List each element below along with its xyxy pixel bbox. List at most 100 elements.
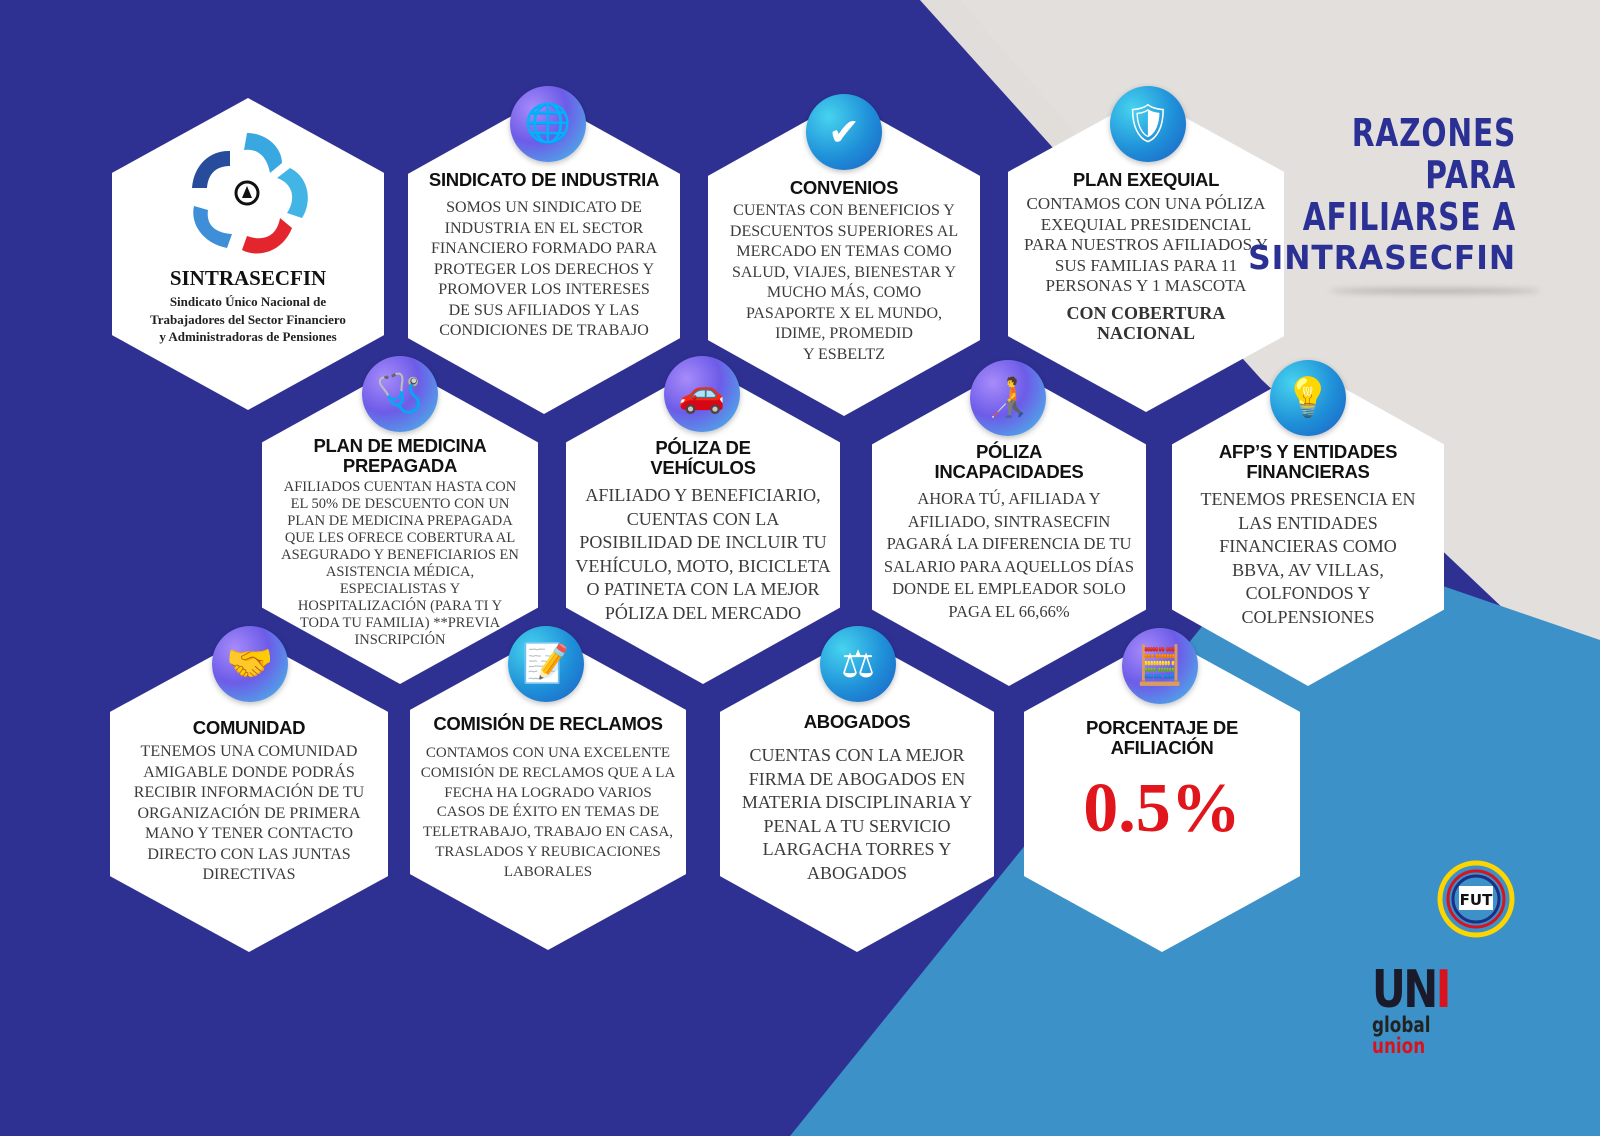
body-line: RECIBIR INFORMACIÓN DE TU [133,784,365,801]
verified-badge-icon: ✔ [806,94,882,170]
logo-subtitle-line: Sindicato Único Nacional de [169,294,327,309]
body-line: PASAPORTE X EL MUNDO, [745,304,943,322]
body-line: AFILIADO, SINTRASECFIN [907,511,1111,531]
headline-underline-shadow [1330,288,1540,294]
uni-letter: I [1435,960,1452,1020]
finance-calculator-icon: 🧮 [1122,628,1198,704]
body-line: DIRECTO CON LAS JUNTAS [147,845,351,863]
body-line: CUENTAS CON BENEFICIOS Y [733,202,955,219]
uni-letter: N [1403,960,1438,1020]
headline-line: AFILIARSE A [1302,195,1516,239]
body-line: POSIBILIDAD DE INCLUIR TU [579,532,827,552]
gear-lightbulb-icon: 💡 [1270,360,1346,436]
title-line: VEHÍCULOS [650,457,756,478]
body-line: DESCUENTOS SUPERIORES AL [729,222,959,240]
card-title: PLAN EXEQUIAL [1072,169,1220,190]
headline-line: SINTRASECFIN [1248,238,1516,277]
uni-letters: UNI [1372,964,1451,1016]
logo-subtitle-line: y Administradoras de Pensiones [159,329,337,344]
gavel-icon: ⚖ [820,626,896,702]
logo-subtitle-line: Trabajadores del Sector Financiero [150,311,346,327]
card-body: TENEMOS UNA COMUNIDAD AMIGABLE DONDE POD… [134,742,364,886]
card-title: COMISIÓN DE RECLAMOS [433,713,663,734]
body-line: LAS ENTIDADES [1238,512,1378,533]
body-line: COLFONDOS Y [1245,583,1371,603]
body-line: AHORA TÚ, AFILIADA Y [917,489,1101,508]
card-title: PÓLIZA INCAPACIDADES [935,442,1084,482]
body-line: FIRMA DE ABOGADOS EN [748,768,966,789]
title-line: FINANCIERAS [1246,461,1370,482]
hands-star-logo-icon [192,133,308,254]
body-line: CONDICIONES DE TRABAJO [439,322,649,339]
title-line: PREPAGADA [342,455,458,476]
title-line: PÓLIZA [975,441,1043,462]
uni-global-union-logo: UNI global union [1372,964,1451,1058]
body-line: COMISIÓN DE RECLAMOS QUE A LA [420,764,676,781]
body-line: TRASLADOS Y REUBICACIONES [435,843,661,860]
affiliation-percentage: 0.5% [1083,770,1241,847]
card-body: AFILIADO Y BENEFICIARIO, CUENTAS CON LA … [575,484,830,625]
body-line: DE SUS AFILIADOS Y LAS [448,301,640,319]
body-line: FECHA HA LOGRADO VARIOS [444,784,652,801]
title-line: AFP’S Y ENTIDADES [1218,441,1398,462]
title-line: AFILIACIÓN [1110,737,1214,758]
body-line: CUENTAS CON LA MEJOR [749,745,965,765]
headline-line: PARA [1425,153,1516,197]
body-line: ORGANIZACIÓN DE PRIMERA [137,804,361,822]
body-line: HOSPITALIZACIÓN (PARA TI Y [297,598,503,614]
svg-text:FUT: FUT [1460,891,1493,909]
body-line: SALUD, VIAJES, BIENESTAR Y [731,263,957,281]
card-body: AHORA TÚ, AFILIADA Y AFILIADO, SINTRASEC… [884,488,1134,623]
card-body: CUENTAS CON BENEFICIOS Y DESCUENTOS SUPE… [730,201,958,365]
headline-line: RAZONES [1351,111,1516,155]
body-line: CONTAMOS CON UNA PÓLIZA [1026,194,1266,213]
checklist-pencil-icon: 📝 [508,626,584,702]
globe-icon: 🌐 [510,86,586,162]
body-line: SUS FAMILIAS PARA 11 [1054,255,1238,275]
title-line: INCAPACIDADES [934,461,1084,482]
body-line: PAGARÁ LA DIFERENCIA DE TU [886,534,1132,553]
body-line: PERSONAS Y 1 MASCOTA [1045,276,1247,295]
body-line: TODA TU FAMILIA) **PREVIA [299,615,501,631]
headline: RAZONES PARA AFILIARSE A SINTRASECFIN [1234,112,1516,278]
body-line: IDIME, PROMEDID [775,325,913,342]
card-emphasis: CON COBERTURA NACIONAL [1067,303,1226,343]
card-title: SINDICATO DE INDUSTRIA [428,169,660,190]
body-line: CONTAMOS CON UNA EXCELENTE [425,745,671,761]
body-line: Y ESBELTZ [803,345,885,363]
body-line: PÓLIZA DEL MERCADO [604,602,802,623]
stethoscope-icon: 🩺 [362,356,438,432]
card-title: ABOGADOS [803,711,911,732]
body-line: LABORALES [503,863,593,880]
card-title: PLAN DE MEDICINA PREPAGADA [313,436,486,476]
uni-word-union: union [1372,1034,1426,1058]
title-line: PORCENTAJE DE [1085,717,1238,738]
body-line: VEHÍCULO, MOTO, BICICLETA [575,555,831,576]
logo-subtitle: Sindicato Único Nacional de Trabajadores… [112,293,384,346]
body-line: FINANCIERO FORMADO PARA [430,240,658,257]
card-body: AFILIADOS CUENTAN HASTA CON EL 50% DE DE… [281,479,519,649]
body-line: PLAN DE MEDICINA PREPAGADA [287,513,513,529]
card-title: PORCENTAJE DE AFILIACIÓN [1086,718,1238,758]
body-line: PROTEGER LOS DERECHOS Y [433,260,655,278]
body-line: TENEMOS PRESENCIA EN [1200,489,1416,509]
logo-name: SINTRASECFIN [169,266,327,290]
body-line: TELETRABAJO, TRABAJO EN CASA, [422,824,674,841]
emphasis-line: CON COBERTURA [1066,302,1226,323]
body-line: BBVA, AV VILLAS, [1232,559,1384,580]
body-line: O PATINETA CON LA MEJOR [586,579,820,599]
body-line: DONDE EL EMPLEADOR SOLO [892,579,1126,598]
body-line: CUENTAS CON LA [626,508,780,529]
card-comunidad: COMUNIDAD TENEMOS UNA COMUNIDAD AMIGABLE… [110,636,388,952]
card-body: CUENTAS CON LA MEJOR FIRMA DE ABOGADOS E… [742,744,972,885]
body-line: CASOS DE ÉXITO EN TEMAS DE [436,804,660,821]
body-line: ASEGURADO Y BENEFICIARIOS EN [281,547,519,563]
body-line: AMIGABLE DONDE PODRÁS [143,763,355,781]
card-title: PÓLIZA DE VEHÍCULOS [650,438,756,478]
body-line: EXEQUIAL PRESIDENCIAL [1040,214,1252,234]
body-line: AFILIADO Y BENEFICIARIO, [585,485,821,505]
card-body: CONTAMOS CON UNA EXCELENTE COMISIÓN DE R… [421,744,676,883]
emphasis-line: NACIONAL [1096,322,1195,343]
body-line: MATERIA DISCIPLINARIA Y [741,792,973,812]
card-body: SOMOS UN SINDICATO DE INDUSTRIA EN EL SE… [431,198,657,342]
